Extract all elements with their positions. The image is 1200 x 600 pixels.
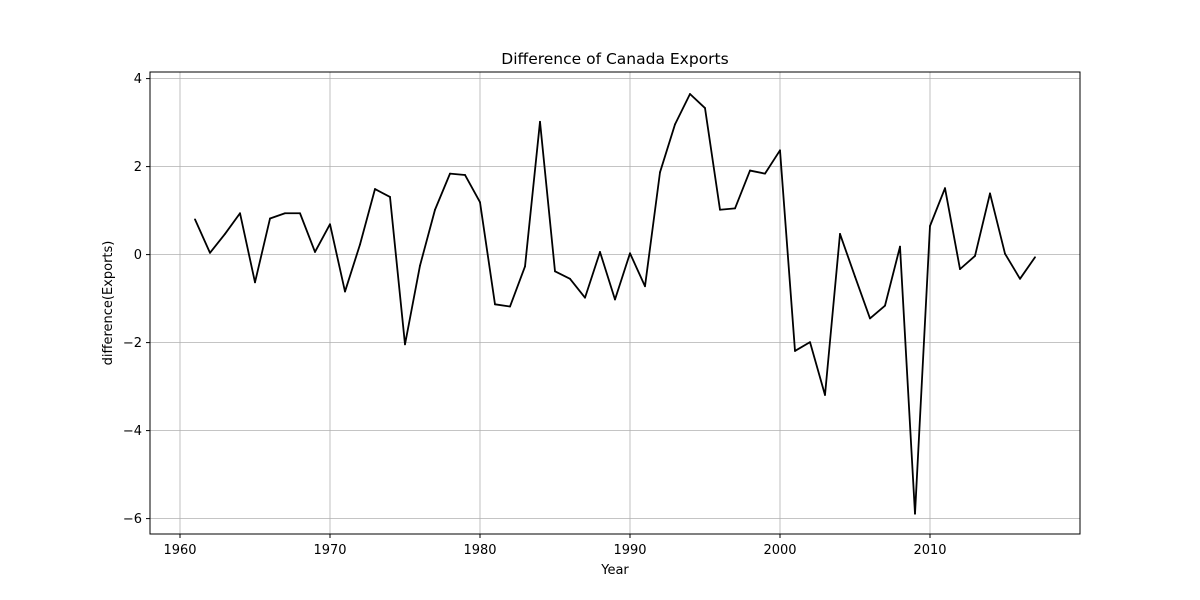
plot-frame: [149, 71, 1081, 535]
data-point: [809, 341, 811, 344]
data-point: [434, 208, 436, 211]
data-point: [689, 93, 691, 95]
data-point: [614, 298, 616, 301]
data-point: [974, 255, 976, 257]
data-point: [329, 223, 331, 226]
data-point: [464, 174, 466, 176]
y-tick-label: 4: [134, 72, 142, 87]
data-point: [629, 252, 631, 255]
data-point: [1004, 252, 1006, 255]
data-point: [479, 201, 481, 204]
data-point: [884, 304, 886, 307]
x-tick-label: 2010: [913, 543, 946, 558]
data-point: [224, 233, 226, 235]
data-point: [449, 172, 451, 175]
data-point: [734, 207, 736, 210]
data-point: [254, 281, 256, 284]
data-point: [644, 285, 646, 288]
data-point: [359, 243, 361, 246]
data-point: [854, 275, 856, 278]
data-point: [914, 512, 916, 515]
x-tick-label: 1990: [613, 543, 646, 558]
data-point: [719, 208, 721, 211]
y-tick-label: −4: [123, 424, 142, 439]
y-tick-label: −2: [123, 336, 142, 351]
y-tick-label: 2: [134, 160, 142, 175]
data-point: [209, 251, 211, 254]
data-point: [419, 264, 421, 267]
data-point: [779, 149, 781, 152]
data-point: [554, 270, 556, 273]
data-point: [824, 394, 826, 396]
data-point: [869, 317, 871, 320]
x-tick-label: 1970: [313, 543, 346, 558]
data-point: [344, 290, 346, 293]
data-point: [389, 196, 391, 198]
x-axis-title: Year: [600, 563, 629, 578]
y-tick-label: −6: [123, 512, 142, 527]
data-point: [584, 296, 586, 299]
y-tick-label: 0: [134, 248, 142, 263]
data-point: [494, 303, 496, 306]
data-point: [674, 123, 676, 126]
data-point: [524, 265, 526, 268]
data-point: [929, 225, 931, 227]
data-point: [599, 251, 601, 253]
data-point: [569, 277, 571, 280]
data-point: [1019, 277, 1021, 280]
series-layer: [194, 93, 1036, 515]
data-point: [764, 172, 766, 175]
data-point: [899, 245, 901, 248]
data-point: [1034, 256, 1036, 259]
data-point: [314, 251, 316, 253]
data-point: [194, 218, 196, 221]
data-point: [959, 268, 961, 271]
x-tick-label: 2000: [763, 543, 796, 558]
data-point: [539, 120, 541, 123]
chart-title: Difference of Canada Exports: [501, 50, 728, 68]
data-point: [989, 192, 991, 195]
data-point: [749, 169, 751, 172]
data-point: [659, 171, 661, 174]
data-point: [299, 212, 301, 215]
data-point: [509, 305, 511, 308]
data-point: [839, 233, 841, 235]
data-point: [374, 188, 376, 190]
y-axis-title: difference(Exports): [101, 241, 116, 366]
grid: [150, 72, 1080, 534]
data-point: [239, 212, 241, 215]
data-point: [704, 107, 706, 109]
x-tick-label: 1960: [163, 543, 196, 558]
axis-ticks: 1960 1970 1980 1990 2000 2010 −6 −4 −2 0 2 4: [123, 72, 947, 558]
data-point: [944, 187, 946, 190]
data-point: [269, 217, 271, 220]
data-point: [284, 212, 286, 215]
x-tick-label: 1980: [463, 543, 496, 558]
data-point: [404, 343, 406, 346]
data-point: [794, 350, 796, 352]
